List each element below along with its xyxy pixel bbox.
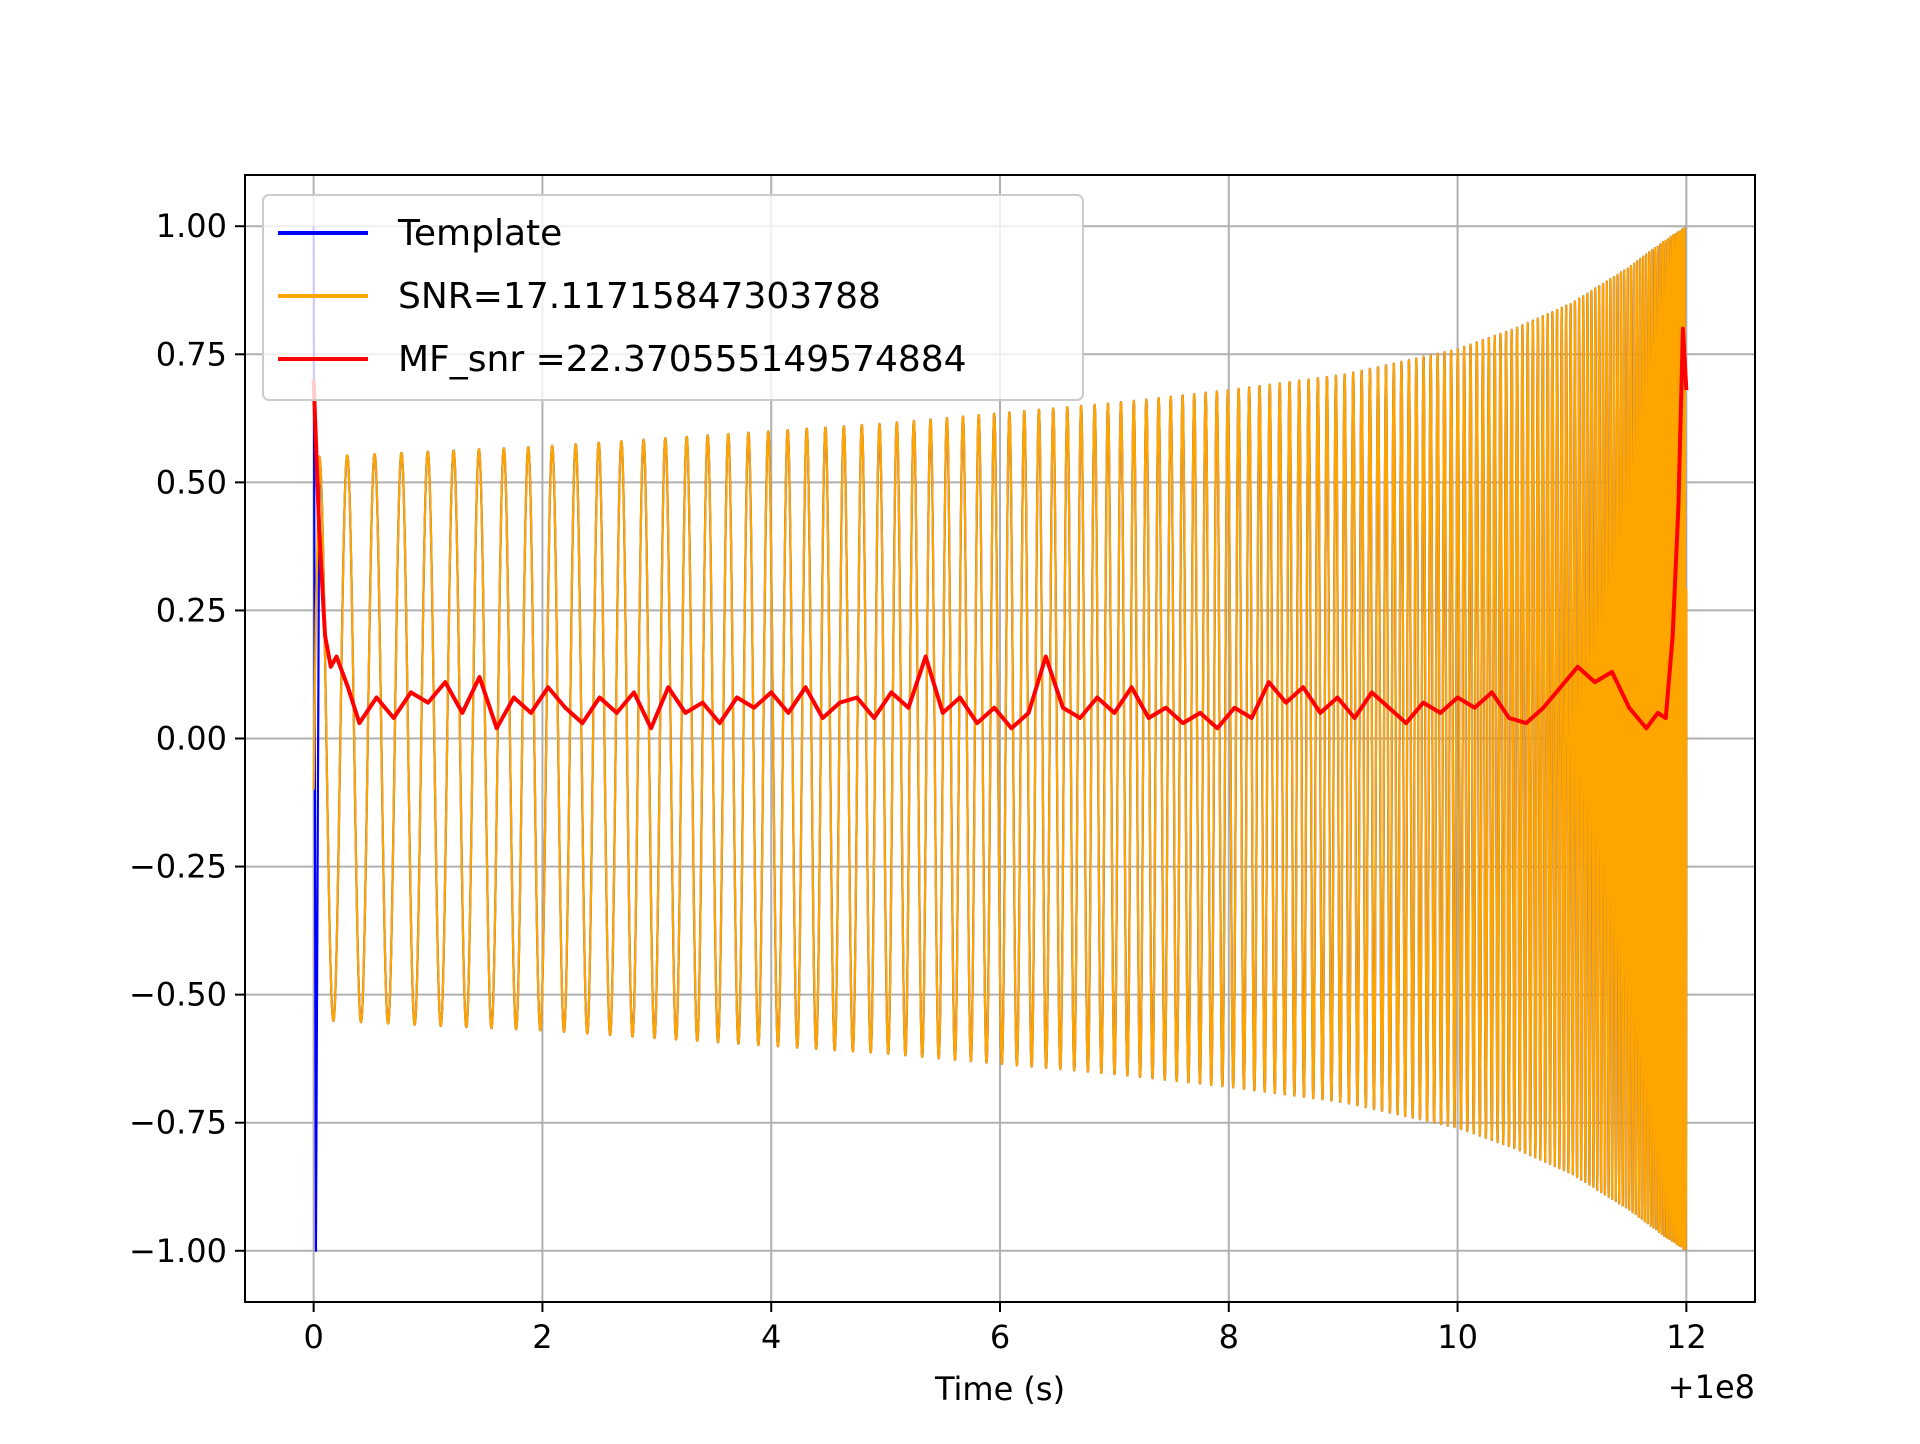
- y-tick-label: −0.50: [129, 976, 227, 1014]
- x-tick-label: 10: [1437, 1318, 1478, 1356]
- x-axis-label: Time (s): [934, 1370, 1065, 1408]
- y-tick-label: −1.00: [129, 1232, 227, 1270]
- x-tick-label: 8: [1219, 1318, 1239, 1356]
- y-tick-label: 0.75: [156, 335, 227, 373]
- series-line-2: [311, 326, 1689, 731]
- legend: Template SNR=17.11715847303788 MF_snr =22.…: [262, 194, 1084, 401]
- y-tick-label: 0.00: [156, 720, 227, 758]
- series-line-1: [312, 227, 1688, 1251]
- x-tick-label: 6: [990, 1318, 1010, 1356]
- x-tick-label: 12: [1666, 1318, 1707, 1356]
- y-tick-label: 0.25: [156, 591, 227, 629]
- legend-box: [262, 194, 1084, 401]
- y-tick-label: 1.00: [156, 207, 227, 245]
- legend-label: SNR=17.11715847303788: [398, 276, 881, 317]
- legend-label: Template: [397, 213, 562, 254]
- legend-label: MF_snr =22.370555149574884: [398, 339, 967, 380]
- x-tick-label: 2: [532, 1318, 552, 1356]
- x-offset-label: +1e8: [1668, 1368, 1755, 1406]
- axis-ticks: 0 2 4 6 8 10 12 1.00 0.75 0.50 0.25 0.00 −0.25 −0.50 −…: [129, 207, 1707, 1356]
- y-tick-label: −0.75: [129, 1104, 227, 1142]
- plot-area: [311, 226, 1689, 1252]
- y-tick-label: 0.50: [156, 463, 227, 501]
- y-tick-label: −0.25: [129, 848, 227, 886]
- x-tick-label: 0: [303, 1318, 323, 1356]
- x-tick-label: 4: [761, 1318, 781, 1356]
